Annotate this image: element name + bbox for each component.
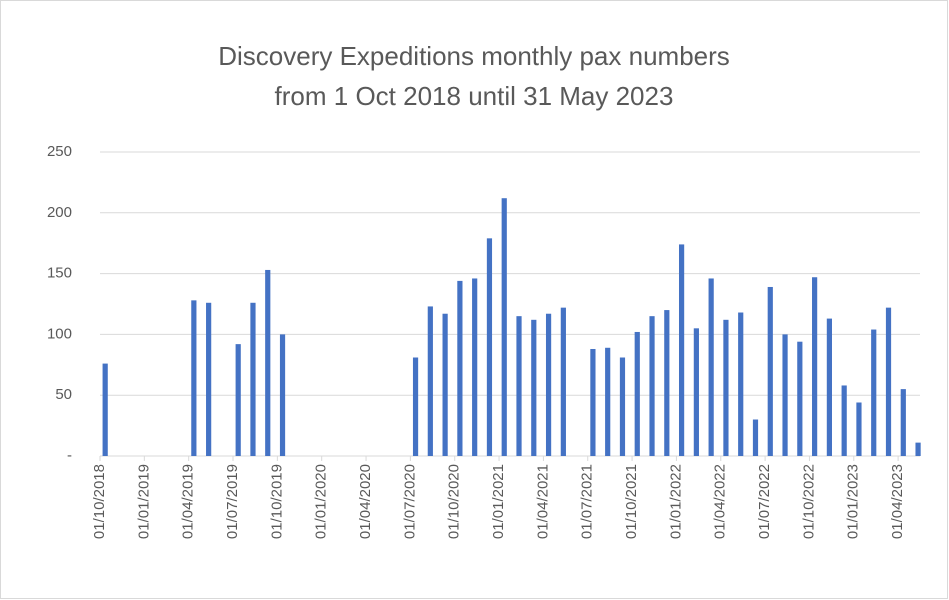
bar — [472, 278, 478, 456]
bar — [191, 300, 197, 456]
bar — [900, 389, 906, 456]
x-tick-label: 01/07/2020 — [401, 464, 418, 539]
bar — [812, 277, 818, 456]
x-tick-label: 01/10/2020 — [446, 464, 463, 539]
bar — [531, 319, 537, 456]
x-tick-label: 01/10/2019 — [268, 464, 285, 539]
y-tick-label: 200 — [47, 204, 72, 221]
bar — [767, 286, 773, 456]
x-tick-label: 01/07/2019 — [224, 464, 241, 539]
bar — [427, 306, 433, 456]
bar — [501, 198, 507, 456]
bar — [856, 402, 862, 456]
x-tick-label: 01/01/2023 — [845, 464, 862, 539]
bar — [457, 280, 463, 456]
x-tick-label: 01/07/2021 — [579, 464, 596, 539]
bar — [752, 419, 759, 456]
bar — [708, 278, 714, 456]
bar — [605, 347, 611, 456]
bar — [634, 331, 640, 456]
y-tick-label: 250 — [47, 143, 72, 160]
bar — [516, 316, 522, 456]
bar — [885, 307, 892, 456]
x-tick-label: 01/01/2020 — [313, 464, 330, 539]
bar — [279, 334, 286, 456]
bar — [841, 385, 847, 456]
bar — [560, 307, 566, 456]
bar — [235, 344, 241, 456]
x-tick-label: 01/04/2022 — [712, 464, 729, 539]
bar — [693, 328, 699, 456]
bar — [412, 357, 419, 456]
bar — [250, 302, 256, 456]
x-tick-label: 01/07/2022 — [756, 464, 773, 539]
bar — [723, 319, 729, 456]
bar — [265, 269, 271, 456]
bar — [797, 341, 803, 456]
y-tick-label: 100 — [47, 325, 72, 342]
bar — [738, 312, 744, 456]
chart-title: from 1 Oct 2018 until 31 May 2023 — [275, 81, 674, 111]
bar — [664, 310, 670, 456]
x-tick-label: 01/04/2019 — [180, 464, 197, 539]
bar — [871, 329, 877, 456]
bar — [649, 316, 655, 456]
y-tick-label: 50 — [55, 386, 72, 403]
x-tick-label: 01/04/2023 — [889, 464, 906, 539]
bar — [782, 334, 788, 456]
bar — [826, 318, 832, 456]
bar — [486, 238, 493, 456]
y-tick-label: 150 — [47, 265, 72, 282]
y-tick-label: - — [67, 447, 72, 464]
x-tick-label: 01/04/2020 — [357, 464, 374, 539]
bar — [915, 442, 921, 456]
x-tick-label: 01/10/2018 — [91, 464, 108, 539]
bar — [442, 313, 448, 456]
chart-title: Discovery Expeditions monthly pax number… — [218, 41, 730, 71]
x-tick-label: 01/01/2022 — [667, 464, 684, 539]
x-tick-label: 01/01/2021 — [490, 464, 507, 539]
x-tick-label: 01/01/2019 — [135, 464, 152, 539]
bar — [206, 302, 212, 456]
bar — [545, 313, 552, 456]
x-tick-label: 01/04/2021 — [534, 464, 551, 539]
bar — [590, 348, 596, 456]
bar — [102, 363, 108, 456]
bar — [678, 244, 685, 456]
bar — [619, 357, 626, 456]
x-tick-label: 01/10/2022 — [800, 464, 817, 539]
x-tick-label: 01/10/2021 — [623, 464, 640, 539]
